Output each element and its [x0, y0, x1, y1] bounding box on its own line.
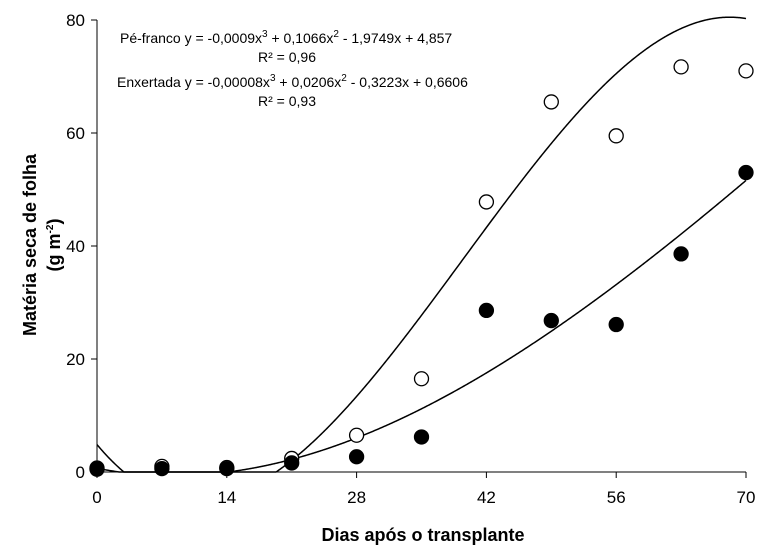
fit-curve-enxertada — [96, 179, 747, 473]
y-tick-label: 0 — [76, 463, 85, 482]
y-tick-label: 20 — [66, 350, 85, 369]
point-enxertada — [478, 302, 495, 319]
point-enxertada — [673, 246, 689, 262]
data-points — [89, 59, 754, 477]
point-enxertada — [219, 460, 235, 477]
y-tick-label: 60 — [66, 124, 85, 143]
point-pe-franco — [673, 59, 689, 75]
point-enxertada — [154, 460, 170, 477]
x-axis-title: Dias após o transplante — [321, 525, 524, 545]
point-enxertada — [413, 429, 430, 445]
x-tick-label: 56 — [607, 488, 626, 507]
x-tick-label: 70 — [737, 488, 756, 507]
point-pe-franco — [608, 128, 624, 144]
equation-enxertada: Enxertada y = -0,00008x3 + 0,0206x2 - 0,… — [117, 73, 468, 90]
equation-pe-franco: Pé-franco y = -0,0009x3 + 0,1066x2 - 1,9… — [120, 29, 452, 46]
point-enxertada — [608, 316, 624, 333]
point-enxertada — [738, 164, 754, 181]
point-enxertada — [284, 455, 300, 471]
fit-curves — [96, 16, 747, 473]
y-axis-title-line1: Matéria seca de folha — [20, 153, 40, 336]
point-pe-franco — [348, 427, 365, 443]
x-tick-label: 0 — [92, 488, 101, 507]
y-tick-label: 80 — [66, 11, 85, 30]
x-tick-label: 14 — [217, 488, 236, 507]
x-tick-label: 42 — [477, 488, 496, 507]
point-pe-franco — [478, 194, 495, 210]
point-pe-franco — [543, 94, 559, 110]
point-enxertada — [543, 312, 559, 329]
axes: 0 20 40 60 80 0 14 28 42 56 70 — [66, 11, 755, 507]
r2-enxertada: R² = 0,93 — [258, 93, 316, 109]
r2-pe-franco: R² = 0,96 — [258, 49, 316, 65]
point-enxertada — [348, 449, 365, 465]
point-pe-franco — [738, 63, 754, 79]
point-enxertada — [89, 461, 105, 477]
x-tick-label: 28 — [347, 488, 366, 507]
point-pe-franco — [413, 371, 430, 387]
y-tick-label: 40 — [66, 237, 85, 256]
y-axis-title-line2: (g m-2) — [44, 219, 64, 272]
